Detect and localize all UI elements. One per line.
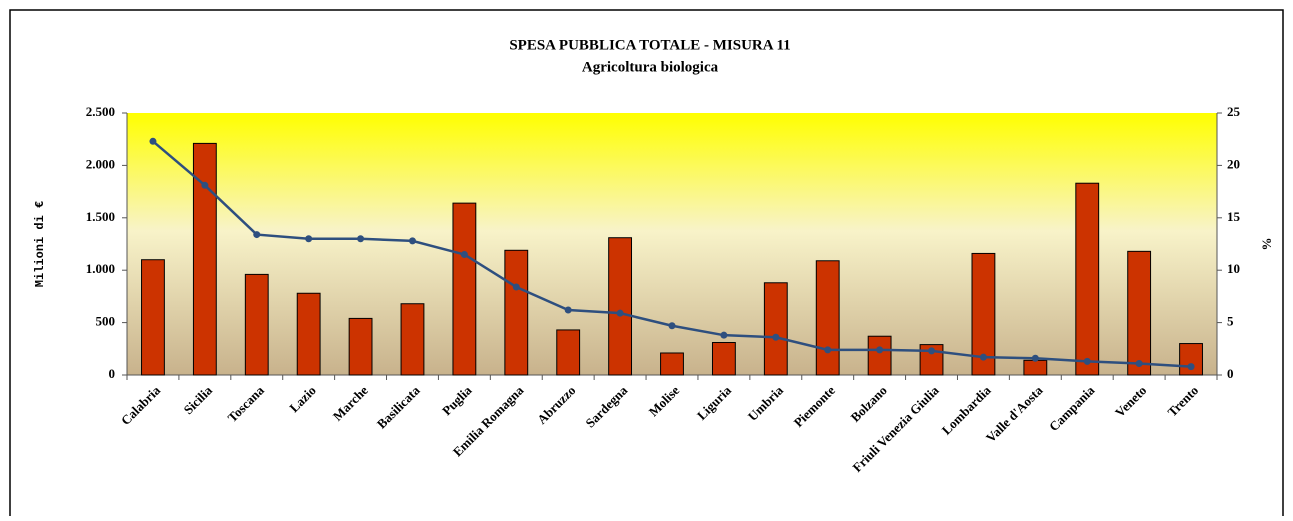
line-point bbox=[408, 237, 416, 245]
y2-tick-label: 15 bbox=[1227, 209, 1241, 224]
bar bbox=[244, 273, 269, 376]
line-point bbox=[149, 137, 157, 145]
bar bbox=[815, 260, 840, 376]
y2-tick-label: 10 bbox=[1227, 261, 1240, 276]
line-point bbox=[979, 353, 987, 361]
bar bbox=[400, 303, 425, 376]
chart-subtitle: Agricoltura biologica bbox=[582, 59, 719, 75]
y2-tick-label: 25 bbox=[1227, 104, 1241, 119]
x-tick-label: Abruzzo bbox=[534, 383, 578, 427]
bar bbox=[867, 335, 892, 376]
x-tick-label: Sicilia bbox=[180, 382, 215, 417]
bar bbox=[141, 259, 165, 376]
x-tick-label: Lazio bbox=[286, 383, 319, 416]
bar bbox=[1075, 182, 1100, 376]
bar bbox=[660, 352, 684, 376]
chart-title: SPESA PUBBLICA TOTALE - MISURA 11 bbox=[509, 37, 790, 53]
bar bbox=[608, 237, 633, 376]
line-point bbox=[564, 306, 572, 314]
line-point bbox=[305, 235, 313, 243]
y-tick-label: 2.500 bbox=[86, 104, 115, 119]
x-tick-label: Campania bbox=[1046, 382, 1098, 434]
line-point bbox=[253, 231, 261, 239]
line-point bbox=[1031, 354, 1039, 362]
y-axis-title: Milioni di € bbox=[33, 201, 47, 287]
x-tick-label: Marche bbox=[330, 382, 371, 423]
x-tick-label: Friuli Venezia Giulia bbox=[849, 382, 942, 475]
bar bbox=[763, 282, 788, 376]
y2-axis-title: % bbox=[1259, 238, 1274, 251]
bar bbox=[1023, 359, 1048, 376]
x-tick-label: Liguria bbox=[694, 382, 735, 423]
bar bbox=[556, 329, 581, 376]
line-point bbox=[824, 346, 832, 354]
x-tick-label: Molise bbox=[646, 382, 683, 419]
bar bbox=[296, 292, 321, 376]
y-tick-label: 1.500 bbox=[86, 209, 115, 224]
bar bbox=[504, 249, 529, 376]
line-point bbox=[1187, 363, 1195, 371]
chart-frame bbox=[9, 9, 1284, 521]
line-point bbox=[357, 235, 365, 243]
line-point bbox=[460, 250, 468, 258]
bar bbox=[711, 342, 736, 376]
line-point bbox=[201, 181, 209, 189]
y-tick-label: 0 bbox=[109, 366, 116, 381]
line-point bbox=[928, 347, 936, 355]
plot-area bbox=[127, 113, 1217, 375]
line-point bbox=[772, 333, 780, 341]
x-tick-label: Lombardia bbox=[939, 382, 994, 437]
line-point bbox=[876, 346, 884, 354]
bar bbox=[971, 252, 996, 376]
line-point bbox=[512, 283, 520, 291]
line-point bbox=[720, 331, 728, 339]
x-tick-label: Calabria bbox=[118, 382, 164, 428]
x-tick-label: Veneto bbox=[1112, 383, 1149, 420]
x-tick-label: Umbria bbox=[745, 382, 787, 424]
bar bbox=[192, 142, 217, 376]
bar bbox=[1179, 343, 1203, 376]
bar bbox=[348, 317, 373, 376]
x-tick-label: Valle d'Aosta bbox=[983, 382, 1046, 445]
bar bbox=[452, 202, 477, 376]
y-tick-label: 2.000 bbox=[86, 156, 115, 171]
line-point bbox=[668, 322, 676, 330]
x-tick-label: Trento bbox=[1164, 383, 1201, 420]
y2-tick-label: 5 bbox=[1227, 314, 1234, 329]
bar bbox=[1127, 250, 1152, 376]
line-point bbox=[616, 309, 624, 317]
line-point bbox=[1083, 357, 1091, 365]
x-tick-label: Puglia bbox=[439, 382, 475, 418]
line-point bbox=[1135, 359, 1143, 367]
y2-tick-label: 20 bbox=[1227, 156, 1240, 171]
y2-tick-label: 0 bbox=[1227, 366, 1234, 381]
y-tick-label: 1.000 bbox=[86, 261, 115, 276]
x-tick-label: Piemonte bbox=[791, 382, 839, 430]
x-tick-label: Bolzano bbox=[848, 383, 890, 425]
x-tick-label: Basilicata bbox=[374, 382, 423, 431]
x-tick-label: Sardegna bbox=[582, 382, 630, 430]
x-tick-label: Toscana bbox=[225, 382, 268, 425]
y-tick-label: 500 bbox=[96, 314, 116, 329]
